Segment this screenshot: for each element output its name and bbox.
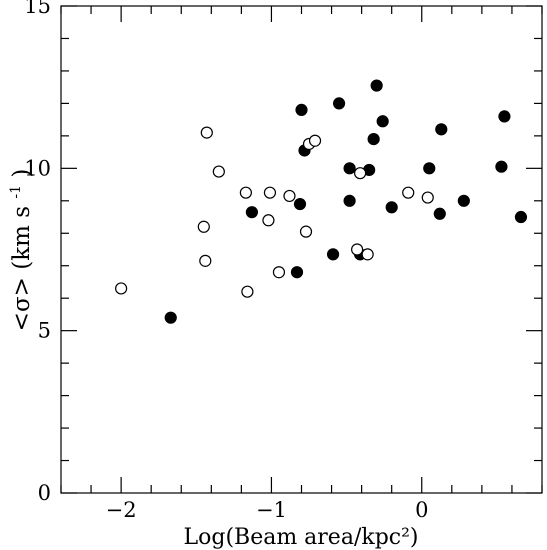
filled-marker [495,160,508,173]
filled-marker [245,206,258,219]
open-marker [351,243,364,256]
tick-labels: −2 −1 0 0 5 10 15 [24,0,428,522]
filled-marker [433,207,446,220]
filled-marker [332,97,346,110]
axis-ticks [60,5,543,494]
open-marker [197,220,210,233]
filled-marker [367,133,380,146]
y-axis-units-prefix: (km s [9,206,35,270]
open-marker [200,126,213,139]
open-marker [239,186,252,199]
filled-marker [498,110,511,123]
filled-marker [514,210,528,224]
x-axis-title: Log(Beam area/kpc²) [184,525,419,550]
open-marker [263,186,277,199]
x-tick-label: −2 [106,498,137,522]
filled-marker [343,194,356,207]
svg-text:<σ> (km s: <σ> (km s -1 ) [0,169,35,332]
filled-marker [385,201,398,214]
open-marker [212,165,225,178]
open-marker [308,134,322,147]
data-markers [115,79,528,324]
filled-marker [326,248,340,261]
x-tick-label: −1 [256,498,287,522]
open-marker [241,285,254,298]
open-marker [262,214,275,227]
open-marker [272,266,286,279]
open-marker [361,248,374,261]
open-marker [283,189,296,203]
filled-marker [435,123,448,136]
filled-marker [376,115,389,128]
filled-marker [295,103,308,116]
y-tick-label: 15 [24,0,51,18]
filled-marker [423,162,436,175]
y-tick-label: 5 [38,319,51,343]
filled-marker [293,197,307,211]
y-axis-units-suffix: ) [9,169,35,178]
y-tick-label: 0 [38,481,51,505]
open-marker [115,282,128,295]
y-axis-symbol: <σ> [9,277,35,331]
x-tick-label: 0 [415,498,428,522]
open-marker [299,225,313,238]
open-marker [199,254,212,267]
filled-marker [457,194,470,207]
filled-marker [164,311,177,324]
open-marker [402,186,415,199]
y-axis-title: <σ> (km s -1 ) [0,169,35,332]
filled-marker [370,79,383,92]
filled-marker [343,162,356,175]
y-tick-label: 10 [24,156,51,180]
open-marker [421,191,434,204]
y-axis-units-superscript: -1 [8,185,24,199]
filled-marker [290,266,304,279]
plot-frame [60,5,543,494]
open-marker [354,167,367,180]
